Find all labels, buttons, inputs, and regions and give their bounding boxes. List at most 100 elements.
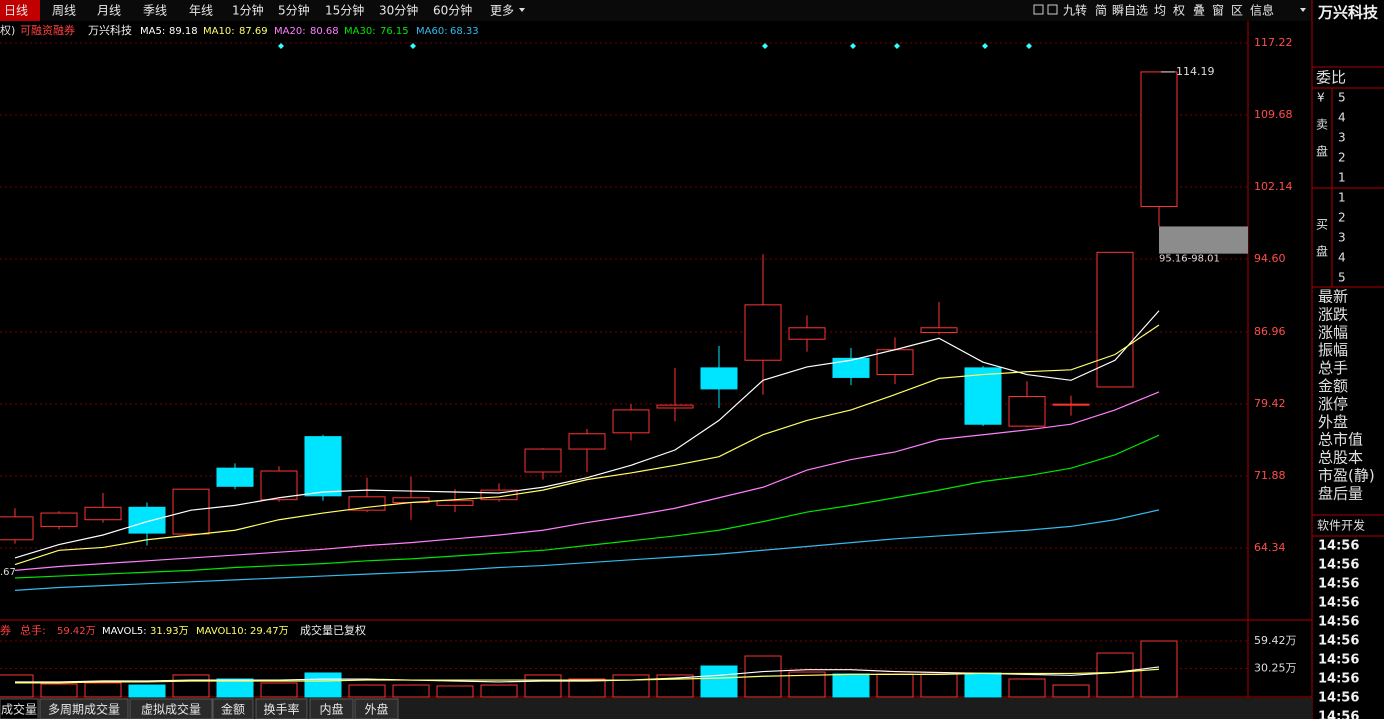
- event-marker: [850, 43, 856, 49]
- bottom-tab[interactable]: 虚拟成交量: [141, 702, 201, 717]
- icon[interactable]: [1047, 4, 1058, 15]
- legend-name: MAVOL10:: [196, 626, 247, 637]
- candle-body: [920, 327, 958, 334]
- volume-total: 59.42万: [57, 626, 96, 637]
- candle-body: [40, 512, 78, 527]
- field-label: 涨停: [1318, 395, 1348, 413]
- tool-button[interactable]: 均: [1154, 4, 1166, 18]
- field-label: 总股本: [1318, 449, 1363, 467]
- menu-tab[interactable]: 5分钟: [278, 3, 310, 18]
- candle-body: [1140, 71, 1178, 207]
- legend-value: 68.33: [450, 26, 479, 37]
- volume-bar: [304, 672, 342, 698]
- volume-bar: [656, 674, 694, 698]
- bottom-tab[interactable]: 金额: [221, 702, 245, 717]
- volume-bar: [612, 674, 650, 698]
- volume-bar: [128, 684, 166, 698]
- currency: ¥: [1317, 91, 1325, 105]
- menu-tab[interactable]: 1分钟: [232, 3, 264, 18]
- tool-button[interactable]: 瞬自选: [1112, 4, 1148, 18]
- panel-title: 万兴科技: [1317, 4, 1379, 22]
- tool-button[interactable]: 窗: [1212, 4, 1224, 18]
- panel-lines: [1312, 66, 1384, 537]
- field-label: 最新: [1318, 288, 1348, 306]
- candle-body: [964, 367, 1002, 425]
- volume-bar: [216, 678, 254, 698]
- bottom-tab-bg: [255, 698, 308, 719]
- event-markers: [278, 43, 1032, 49]
- volume-bar: [920, 673, 958, 698]
- tool-button[interactable]: 叠: [1193, 4, 1205, 18]
- bottom-tab-bg: [309, 698, 354, 719]
- industry: 软件开发: [1317, 518, 1365, 533]
- level: 1: [1338, 191, 1346, 205]
- menu-tab[interactable]: 年线: [189, 4, 213, 18]
- field-label: 总手: [1318, 359, 1348, 377]
- time: 14:56: [1318, 710, 1359, 719]
- candle-body: [216, 467, 254, 487]
- time: 14:56: [1318, 653, 1359, 668]
- tool-button[interactable]: 九转: [1063, 3, 1087, 18]
- candle-body: [524, 448, 562, 473]
- volume-bar: [480, 684, 518, 698]
- candle-body: [1096, 251, 1134, 388]
- ma-line: [14, 310, 1160, 559]
- volume-bar: [392, 684, 430, 698]
- y-tick-label: 102.14: [1254, 180, 1293, 193]
- bottom-tab[interactable]: 内盘: [319, 702, 343, 717]
- candle-body: [348, 496, 386, 511]
- tool-button[interactable]: 区: [1231, 4, 1243, 18]
- bottom-tab-bg: [212, 698, 254, 719]
- y-tick-label: 109.68: [1254, 108, 1293, 121]
- candle-body: [0, 516, 34, 541]
- volume-bar: [788, 671, 826, 698]
- field-label: 金额: [1318, 377, 1348, 395]
- legend-name: MA30:: [344, 26, 376, 37]
- header-stock: 万兴科技: [88, 23, 132, 37]
- menu-tab[interactable]: 周线: [52, 4, 76, 18]
- level: 5: [1338, 91, 1346, 105]
- menu-tab[interactable]: 月线: [97, 4, 121, 18]
- side-label: 盘: [1316, 244, 1328, 259]
- time: 14:56: [1318, 577, 1359, 592]
- menu-tab[interactable]: 15分钟: [325, 3, 364, 18]
- bottom-tab[interactable]: 多周期成交量: [48, 702, 120, 717]
- level: 4: [1338, 251, 1346, 265]
- menu-tab[interactable]: 季线: [143, 4, 167, 18]
- event-marker: [410, 43, 416, 49]
- event-marker: [762, 43, 768, 49]
- menu-tab[interactable]: 30分钟: [379, 3, 418, 18]
- volume-note: 成交量已复权: [300, 623, 366, 637]
- legend-value: 29.47万: [250, 626, 289, 637]
- candle-body: [480, 489, 518, 501]
- field-label: 盘后量: [1318, 484, 1363, 502]
- bottom-tab[interactable]: 外盘: [364, 702, 388, 717]
- tool-button[interactable]: 简: [1095, 4, 1107, 18]
- tool-button[interactable]: 信息: [1250, 3, 1274, 18]
- menu-bar: [0, 0, 1312, 21]
- legend-value: 87.69: [239, 26, 268, 37]
- legend-value: 80.68: [310, 26, 339, 37]
- field-label: 涨幅: [1318, 323, 1348, 341]
- volume-bar: [964, 672, 1002, 698]
- ma-line: [14, 391, 1160, 571]
- menu-tab[interactable]: 更多: [490, 4, 514, 18]
- field-label: 外盘: [1318, 413, 1348, 431]
- bottom-tab[interactable]: 成交量: [1, 702, 37, 717]
- side-label: 买: [1316, 218, 1328, 232]
- tool-button[interactable]: 权: [1173, 4, 1185, 18]
- time: 14:56: [1318, 691, 1359, 706]
- candle-body: [612, 409, 650, 434]
- y-tick-label: 117.22: [1254, 36, 1293, 49]
- icon[interactable]: [1033, 4, 1044, 15]
- bottom-tab-bg: [39, 698, 129, 719]
- volume-bar: [348, 684, 386, 698]
- level: 4: [1338, 111, 1346, 125]
- menu-tab[interactable]: 日线: [4, 4, 28, 18]
- bottom-tab[interactable]: 换手率: [263, 702, 299, 717]
- volume-bar: [1052, 684, 1090, 698]
- y-tick-label: 94.60: [1254, 252, 1286, 265]
- menu-tab[interactable]: 60分钟: [433, 3, 472, 18]
